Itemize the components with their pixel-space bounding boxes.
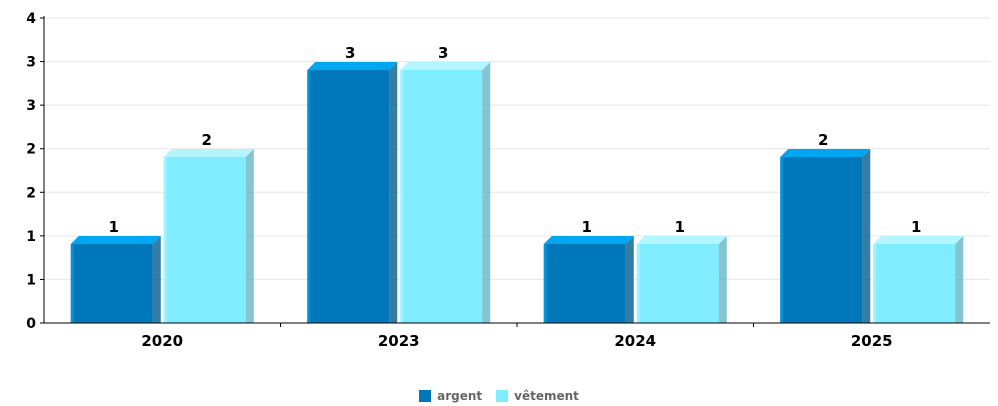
data-label: 1 <box>675 218 685 236</box>
legend-label-vetement: vêtement <box>514 389 579 403</box>
data-label: 3 <box>438 44 448 62</box>
x-tick-label: 2025 <box>851 332 893 350</box>
bar-argent-2025[interactable] <box>780 149 871 323</box>
x-tick-label: 2024 <box>614 332 656 350</box>
y-tick-label: 2 <box>26 142 36 158</box>
legend-item-vetement[interactable]: vêtement <box>496 389 579 403</box>
x-tick-label: 2023 <box>378 332 420 350</box>
y-tick-label: 0 <box>26 316 36 332</box>
legend-swatch-vetement <box>496 390 509 402</box>
legend-swatch-argent <box>419 390 432 402</box>
bar-argent-2024[interactable] <box>543 236 634 323</box>
bar-argent-2020[interactable] <box>70 236 161 323</box>
data-labels: 1 2 3 3 1 1 2 1 <box>109 44 922 236</box>
y-tick-label: 2 <box>26 185 36 201</box>
bar-vêtement-2025[interactable] <box>873 236 964 323</box>
data-label: 3 <box>345 44 355 62</box>
legend-label-argent: argent <box>437 389 483 403</box>
y-tick-label: 3 <box>26 98 36 114</box>
bar-vêtement-2020[interactable] <box>163 149 254 323</box>
legend: argent vêtement <box>0 386 998 406</box>
bar-vêtement-2024[interactable] <box>636 236 727 323</box>
y-tick-label: 3 <box>26 55 36 71</box>
data-label: 2 <box>202 131 212 149</box>
data-label: 1 <box>109 218 119 236</box>
data-label: 1 <box>582 218 592 236</box>
y-tick-label: 4 <box>26 11 36 27</box>
x-tick-label: 2020 <box>141 332 183 350</box>
bar-vêtement-2023[interactable] <box>400 62 491 323</box>
y-tick-label: 1 <box>26 229 36 245</box>
bar-argent-2023[interactable] <box>307 62 398 323</box>
y-tick-label: 1 <box>26 272 36 288</box>
legend-item-argent[interactable]: argent <box>419 389 482 403</box>
bar-chart: 0 1 1 2 2 3 3 4 2020 2023 2024 2025 1 2 3 3 1 1 2 1 <box>26 11 990 350</box>
bars <box>70 62 964 323</box>
data-label: 1 <box>911 218 921 236</box>
ticks: 0 1 1 2 2 3 3 4 2020 2023 2024 2025 <box>26 11 892 350</box>
data-label: 2 <box>818 131 828 149</box>
